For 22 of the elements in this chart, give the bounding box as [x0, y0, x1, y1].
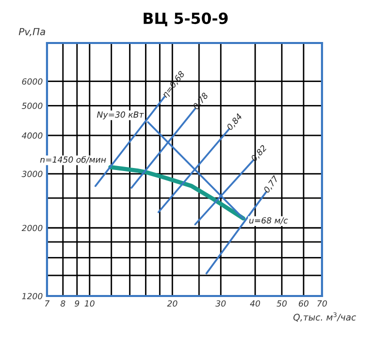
- y-tick-label: 2000: [22, 224, 42, 232]
- x-tick-label: 70: [317, 300, 327, 307]
- x-axis-title: Q,тыс. м$^{3}$/час: [293, 312, 356, 322]
- y-tick-label: 6000: [22, 78, 42, 85]
- y-tick-label: 4000: [22, 132, 42, 139]
- x-tick-label: 8: [60, 300, 66, 307]
- x-tick-label: 40: [250, 300, 260, 307]
- series-label: n=1450 об/мин: [40, 156, 106, 164]
- x-tick-label: 50: [276, 300, 287, 307]
- y-axis-title: Pv,Па: [18, 28, 46, 36]
- x-tick-label: 30: [216, 300, 226, 307]
- x-tick-label: 9: [74, 300, 80, 307]
- series-label: Nу=30 кВт: [97, 111, 144, 120]
- y-tick-label: 3000: [22, 170, 42, 178]
- y-tick-label: 5000: [22, 102, 42, 109]
- annotation: u=68 м/с: [249, 217, 288, 224]
- y-tick-label: 1200: [22, 292, 42, 300]
- x-tick-label: 10: [84, 300, 94, 307]
- x-tick-label: 7: [45, 300, 50, 306]
- x-tick-label: 60: [298, 300, 308, 307]
- x-tick-label: 20: [167, 300, 178, 307]
- chart-title: ВЦ 5-50-9: [144, 12, 228, 26]
